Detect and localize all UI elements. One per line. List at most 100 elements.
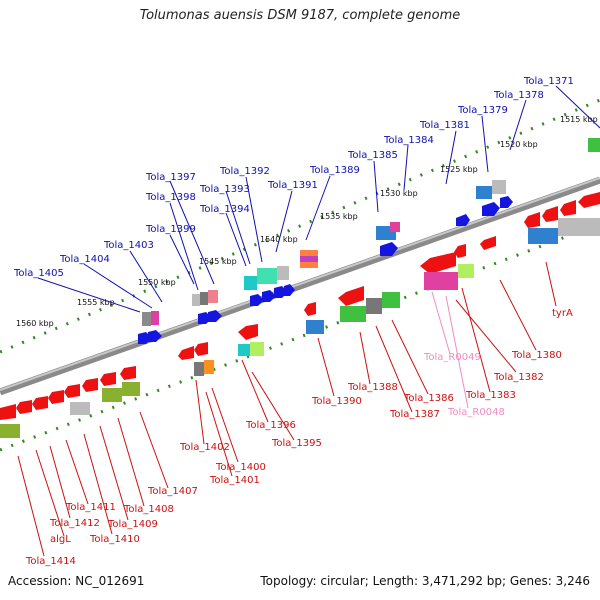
gene-label[interactable]: tyrA xyxy=(552,308,573,319)
gene-arrow[interactable] xyxy=(480,236,496,250)
gene-arrow[interactable] xyxy=(284,284,295,296)
gene-label[interactable]: Tola_1384 xyxy=(383,135,434,146)
gene-label[interactable]: Tola_1400 xyxy=(215,462,266,473)
gene-label[interactable]: Tola_1404 xyxy=(59,254,110,265)
gene-label[interactable]: Tola_1401 xyxy=(209,475,260,486)
gene-label[interactable]: algL xyxy=(50,534,71,545)
gene-arrow[interactable] xyxy=(262,290,276,302)
gene-label[interactable]: Tola_1392 xyxy=(219,166,270,177)
gene-label[interactable]: Tola_1398 xyxy=(145,192,196,203)
gene-arrow[interactable] xyxy=(524,212,540,228)
gene-block[interactable] xyxy=(390,222,400,232)
gene-label[interactable]: Tola_R0049 xyxy=(423,352,481,363)
gene-block-group[interactable] xyxy=(192,290,222,324)
gene-block[interactable] xyxy=(424,272,458,290)
gene-block[interactable] xyxy=(0,424,20,438)
gene-block[interactable] xyxy=(588,138,600,152)
gene-label[interactable]: Tola_1383 xyxy=(465,390,516,401)
gene-arrow[interactable] xyxy=(82,378,98,392)
gene-label[interactable]: Tola_1410 xyxy=(89,534,140,545)
gene-block[interactable] xyxy=(151,311,159,325)
gene-label[interactable]: Tola_1371 xyxy=(523,76,574,87)
gene-arrow[interactable] xyxy=(500,196,513,208)
gene-arrow[interactable] xyxy=(456,214,470,226)
gene-block[interactable] xyxy=(192,294,200,306)
gene-block[interactable] xyxy=(300,256,318,262)
gene-arrow[interactable] xyxy=(338,286,364,306)
gene-label[interactable]: Tola_1399 xyxy=(145,224,196,235)
gene-label[interactable]: Tola_1407 xyxy=(147,486,198,497)
gene-block-group[interactable] xyxy=(376,222,400,256)
gene-block[interactable] xyxy=(492,180,506,194)
gene-arrow[interactable] xyxy=(208,310,222,322)
gene-arrow[interactable] xyxy=(0,404,16,420)
gene-label[interactable]: Tola_1411 xyxy=(65,502,116,513)
gene-arrow[interactable] xyxy=(64,384,80,398)
gene-label[interactable]: Tola_1390 xyxy=(311,396,362,407)
gene-label[interactable]: Tola_1386 xyxy=(403,393,454,404)
gene-label[interactable]: Tola_1391 xyxy=(267,180,318,191)
gene-arrow[interactable] xyxy=(238,324,258,340)
gene-label[interactable]: Tola_1387 xyxy=(389,409,440,420)
gene-block-group[interactable] xyxy=(456,180,513,226)
gene-arrow[interactable] xyxy=(454,244,466,258)
gene-label[interactable]: Tola_1409 xyxy=(107,519,158,530)
gene-label[interactable]: Tola_1395 xyxy=(271,438,322,449)
gene-label[interactable]: Tola_1394 xyxy=(199,204,250,215)
reverse-gene-row[interactable] xyxy=(0,366,140,438)
gene-label[interactable]: Tola_1389 xyxy=(309,165,360,176)
gene-arrow[interactable] xyxy=(16,400,32,414)
gene-block-group[interactable] xyxy=(588,138,600,152)
gene-block[interactable] xyxy=(102,388,122,402)
gene-label[interactable]: Tola_1379 xyxy=(457,105,508,116)
gene-arrow[interactable] xyxy=(250,294,264,306)
gene-label[interactable]: Tola_1393 xyxy=(199,184,250,195)
gene-arrow[interactable] xyxy=(420,252,456,274)
gene-block[interactable] xyxy=(204,360,214,374)
reverse-gene-row[interactable] xyxy=(178,192,600,376)
gene-block[interactable] xyxy=(458,264,474,278)
gene-arrow[interactable] xyxy=(178,346,194,360)
gene-block[interactable] xyxy=(382,292,400,308)
gene-block[interactable] xyxy=(200,292,208,305)
gene-arrow[interactable] xyxy=(542,206,558,222)
gene-block[interactable] xyxy=(208,290,218,303)
gene-block[interactable] xyxy=(70,402,90,415)
gene-label[interactable]: Tola_1385 xyxy=(347,150,398,161)
gene-block[interactable] xyxy=(250,342,264,356)
gene-block-group[interactable] xyxy=(300,250,318,268)
gene-block[interactable] xyxy=(122,382,140,396)
gene-label[interactable]: Tola_1381 xyxy=(419,120,470,131)
gene-block[interactable] xyxy=(277,266,289,280)
gene-block[interactable] xyxy=(194,362,204,376)
gene-label[interactable]: Tola_1405 xyxy=(13,268,64,279)
gene-block-group[interactable] xyxy=(244,266,295,306)
gene-arrow[interactable] xyxy=(578,192,600,208)
gene-block[interactable] xyxy=(528,228,558,244)
gene-block[interactable] xyxy=(238,344,250,356)
gene-block[interactable] xyxy=(306,320,324,334)
gene-arrow[interactable] xyxy=(32,396,48,410)
gene-label[interactable]: Tola_1408 xyxy=(123,504,174,515)
gene-block[interactable] xyxy=(340,306,366,322)
gene-block[interactable] xyxy=(476,186,492,199)
gene-arrow[interactable] xyxy=(120,366,136,380)
gene-label[interactable]: Tola_1396 xyxy=(245,420,296,431)
gene-label[interactable]: Tola_1380 xyxy=(511,350,562,361)
gene-block[interactable] xyxy=(257,268,277,284)
gene-block[interactable] xyxy=(142,312,151,326)
gene-arrow[interactable] xyxy=(148,330,162,342)
gene-label[interactable]: Tola_1403 xyxy=(103,240,154,251)
gene-label[interactable]: Tola_1382 xyxy=(493,372,544,383)
gene-block[interactable] xyxy=(558,218,600,236)
gene-label[interactable]: Tola_1412 xyxy=(49,518,100,529)
gene-label[interactable]: Tola_1388 xyxy=(347,382,398,393)
gene-label[interactable]: Tola_1378 xyxy=(493,90,544,101)
gene-arrow[interactable] xyxy=(194,342,208,356)
gene-label[interactable]: Tola_1397 xyxy=(145,172,196,183)
gene-arrow[interactable] xyxy=(48,390,64,404)
gene-block[interactable] xyxy=(366,298,382,314)
gene-block[interactable] xyxy=(244,276,257,290)
gene-arrow[interactable] xyxy=(380,242,398,256)
